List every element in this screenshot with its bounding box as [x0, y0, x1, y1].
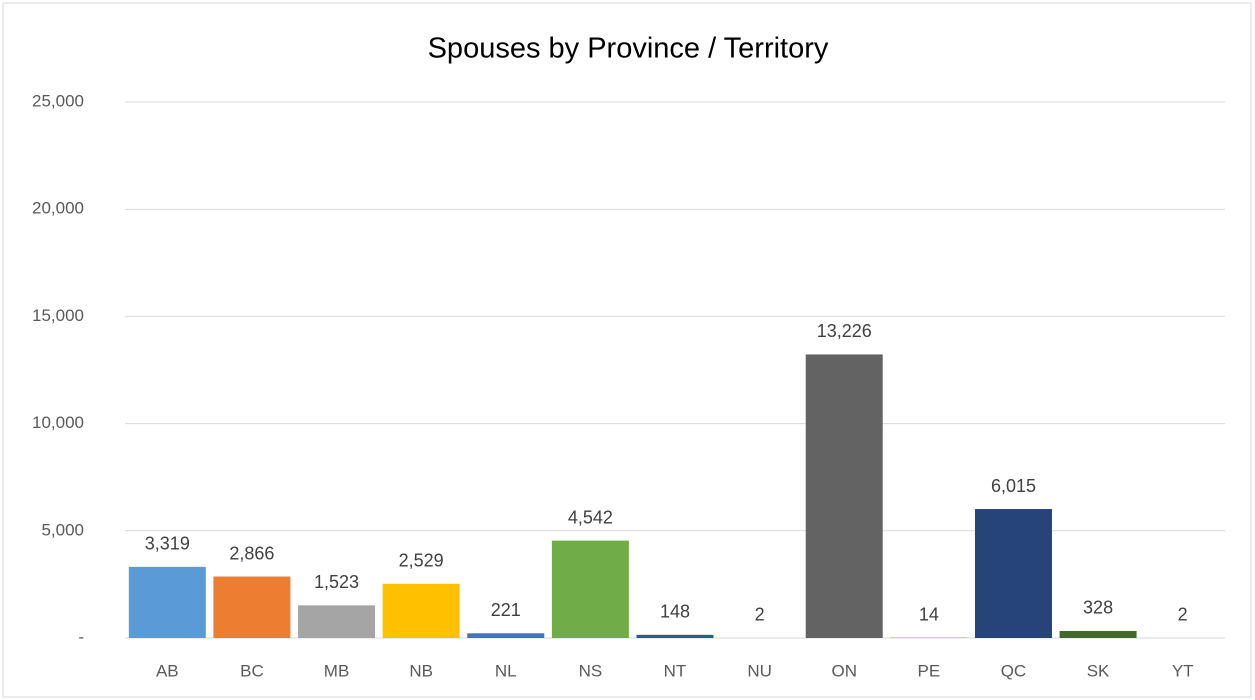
x-tick-label: PE	[918, 661, 941, 680]
x-tick-label: NB	[409, 661, 433, 680]
chart-title: Spouses by Province / Territory	[428, 33, 829, 65]
data-label: 2	[755, 605, 765, 625]
data-label: 6,015	[991, 476, 1036, 496]
x-tick-label: BC	[240, 661, 264, 680]
x-tick-label: SK	[1087, 661, 1110, 680]
bar	[974, 509, 1052, 638]
data-label: 3,319	[145, 534, 190, 554]
data-label: 148	[660, 602, 690, 622]
bar	[551, 540, 629, 638]
bar	[636, 634, 714, 638]
data-label: 14	[919, 604, 939, 624]
y-tick-label: 5,000	[41, 520, 84, 539]
x-tick-label: MB	[324, 661, 350, 680]
x-tick-label: NL	[495, 661, 517, 680]
y-tick-label: 25,000	[32, 91, 84, 110]
data-label: 1,523	[314, 572, 359, 592]
x-tick-label: NT	[664, 661, 687, 680]
y-tick-label: 15,000	[32, 306, 84, 325]
bar	[1059, 630, 1137, 638]
x-tick-label: NS	[579, 661, 603, 680]
bar	[128, 566, 206, 638]
data-label: 2,529	[399, 551, 444, 571]
data-label: 4,542	[568, 507, 613, 527]
data-label: 13,226	[817, 321, 872, 341]
data-label: 2	[1178, 605, 1188, 625]
bar	[382, 583, 460, 638]
data-label: 2,866	[229, 543, 274, 563]
x-tick-label: NU	[747, 661, 772, 680]
bar	[298, 605, 376, 638]
x-tick-label: QC	[1001, 661, 1027, 680]
y-tick-label: 20,000	[32, 199, 84, 218]
bar	[467, 633, 545, 638]
x-tick-label: ON	[831, 661, 857, 680]
y-tick-label: -	[78, 627, 84, 646]
x-tick-label: AB	[156, 661, 179, 680]
data-label: 328	[1083, 598, 1113, 618]
y-tick-label: 10,000	[32, 413, 84, 432]
bar	[805, 354, 883, 638]
data-label: 221	[491, 600, 521, 620]
bar	[213, 576, 291, 638]
x-tick-label: YT	[1172, 661, 1194, 680]
